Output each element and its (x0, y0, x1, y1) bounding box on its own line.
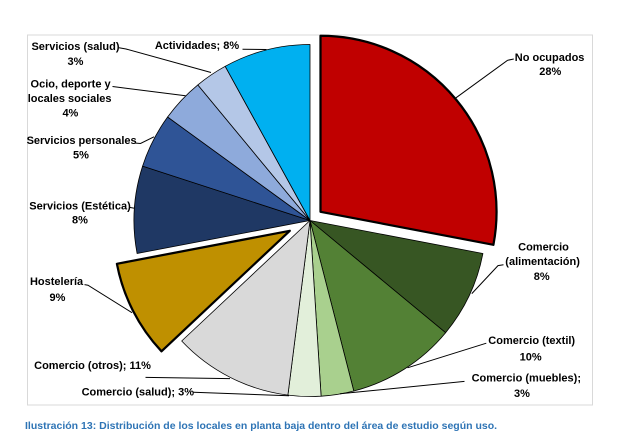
svg-text:9%: 9% (50, 292, 66, 304)
svg-text:Servicios (salud): Servicios (salud) (31, 41, 119, 53)
svg-text:Hostelería: Hostelería (30, 276, 84, 288)
svg-text:10%: 10% (520, 351, 542, 363)
svg-text:Servicios personales: Servicios personales (27, 135, 137, 147)
svg-text:3%: 3% (514, 388, 530, 400)
svg-text:Actividades; 8%: Actividades; 8% (155, 40, 240, 52)
svg-text:Servicios (Estética): Servicios (Estética) (29, 201, 131, 213)
svg-text:Comercio: Comercio (518, 242, 569, 254)
svg-text:Ocio, deporte y: Ocio, deporte y (31, 78, 112, 90)
svg-text:No ocupados: No ocupados (515, 52, 585, 64)
svg-text:(alimentación): (alimentación) (505, 256, 580, 268)
svg-text:Comercio (muebles);: Comercio (muebles); (472, 372, 581, 384)
svg-text:28%: 28% (539, 66, 561, 78)
svg-text:Comercio (textil): Comercio (textil) (488, 335, 575, 347)
svg-text:3%: 3% (68, 56, 84, 68)
svg-text:Comercio (otros); 11%: Comercio (otros); 11% (34, 360, 151, 372)
svg-text:4%: 4% (62, 107, 78, 119)
svg-text:8%: 8% (72, 215, 88, 227)
svg-text:5%: 5% (73, 149, 89, 161)
svg-text:Comercio (salud); 3%: Comercio (salud); 3% (82, 387, 195, 399)
svg-text:8%: 8% (534, 271, 550, 283)
svg-text:locales sociales: locales sociales (28, 93, 112, 105)
